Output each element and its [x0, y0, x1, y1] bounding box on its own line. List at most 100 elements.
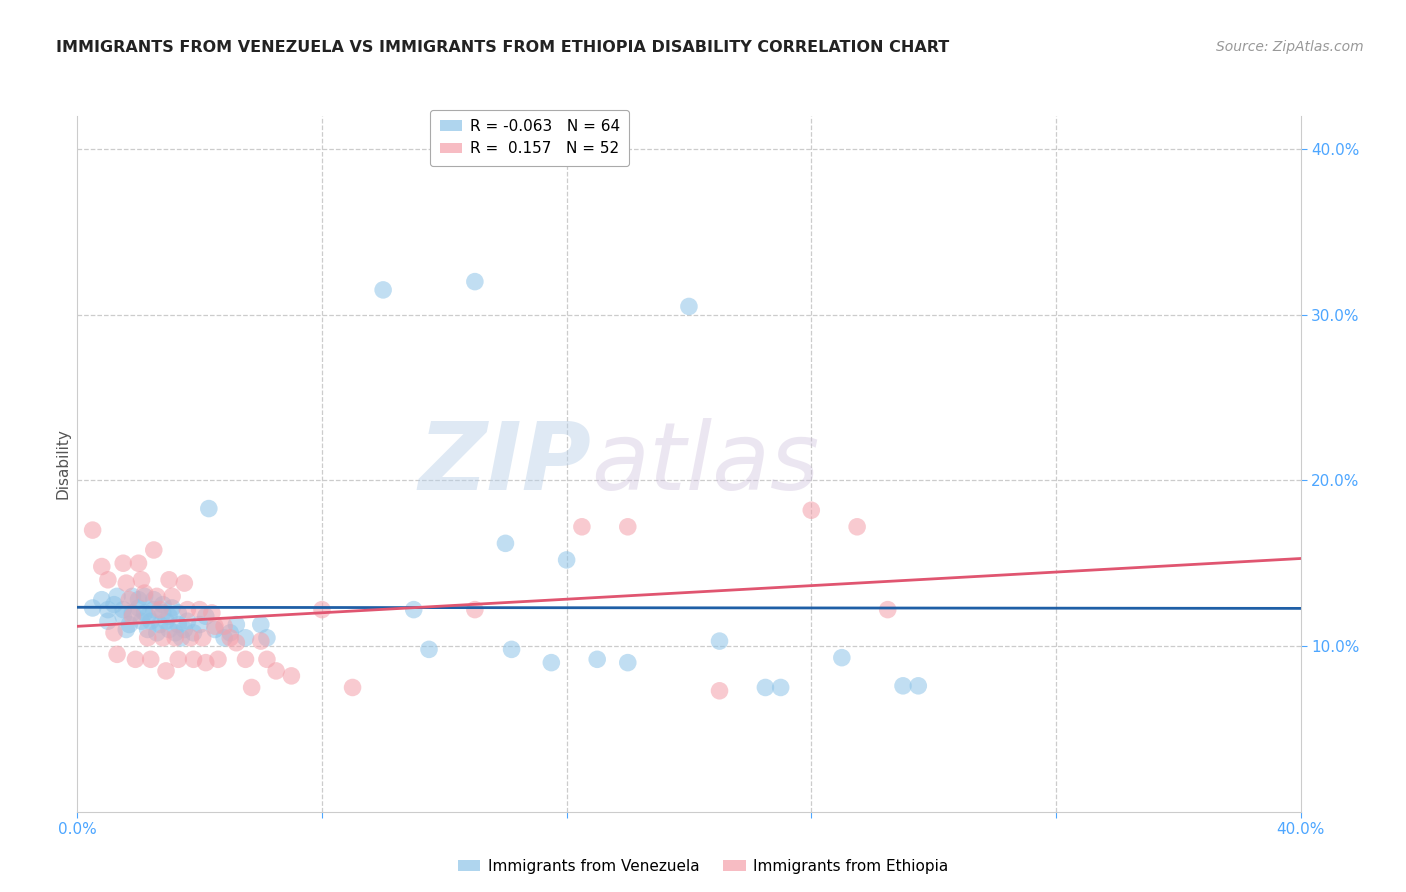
Point [194, 656, 217, 670]
Point [176, 602, 198, 616]
Point [183, 652, 205, 666]
Point [235, 652, 257, 666]
Point [709, 683, 731, 698]
Point [371, 283, 394, 297]
Point [160, 601, 183, 615]
Point [97, 573, 120, 587]
Point [136, 609, 159, 624]
Point [204, 619, 226, 633]
Point [555, 553, 578, 567]
Point [124, 652, 146, 666]
Point [82, 601, 104, 615]
Point [121, 590, 143, 604]
Point [131, 614, 153, 628]
Point [105, 590, 128, 604]
Point [134, 590, 156, 604]
Point [250, 617, 273, 632]
Point [136, 631, 159, 645]
Point [167, 606, 190, 620]
Point [103, 625, 125, 640]
Point [142, 543, 165, 558]
Point [907, 679, 929, 693]
Point [342, 681, 364, 695]
Text: ZIP: ZIP [418, 417, 591, 510]
Point [264, 664, 287, 678]
Point [128, 592, 150, 607]
Point [219, 631, 242, 645]
Point [280, 669, 302, 683]
Point [891, 679, 914, 693]
Point [225, 617, 247, 632]
Point [495, 536, 517, 550]
Point [846, 520, 869, 534]
Point [800, 503, 823, 517]
Point [198, 501, 221, 516]
Point [179, 631, 201, 645]
Point [97, 602, 120, 616]
Point [188, 602, 211, 616]
Y-axis label: Disability: Disability [55, 428, 70, 500]
Point [103, 598, 125, 612]
Point [128, 601, 150, 615]
Point [115, 623, 138, 637]
Point [152, 598, 174, 612]
Point [617, 656, 640, 670]
Point [402, 602, 425, 616]
Point [212, 631, 235, 645]
Point [157, 609, 180, 624]
Point [152, 606, 174, 620]
Point [754, 681, 776, 695]
Point [194, 609, 217, 624]
Point [183, 625, 205, 640]
Point [191, 631, 214, 645]
Point [152, 631, 174, 645]
Legend: Immigrants from Venezuela, Immigrants from Ethiopia: Immigrants from Venezuela, Immigrants fr… [451, 853, 955, 880]
Legend: R = -0.063   N = 64, R =  0.157   N = 52: R = -0.063 N = 64, R = 0.157 N = 52 [430, 110, 630, 166]
Point [142, 602, 165, 616]
Point [82, 523, 104, 537]
Point [250, 634, 273, 648]
Point [464, 602, 486, 616]
Point [831, 650, 853, 665]
Point [240, 681, 263, 695]
Point [97, 614, 120, 628]
Point [165, 625, 187, 640]
Point [176, 614, 198, 628]
Point [256, 652, 278, 666]
Point [586, 652, 609, 666]
Point [146, 590, 169, 604]
Point [207, 652, 229, 666]
Point [709, 634, 731, 648]
Text: Source: ZipAtlas.com: Source: ZipAtlas.com [1216, 40, 1364, 54]
Point [173, 576, 195, 591]
Point [204, 623, 226, 637]
Point [134, 586, 156, 600]
Point [121, 606, 143, 620]
Point [256, 631, 278, 645]
Point [134, 606, 156, 620]
Point [115, 576, 138, 591]
Point [201, 606, 224, 620]
Point [235, 631, 257, 645]
Point [149, 602, 172, 616]
Point [188, 617, 211, 632]
Point [617, 520, 640, 534]
Point [155, 614, 177, 628]
Point [131, 573, 153, 587]
Point [225, 636, 247, 650]
Point [678, 300, 700, 314]
Point [157, 573, 180, 587]
Point [146, 625, 169, 640]
Point [464, 275, 486, 289]
Point [170, 631, 193, 645]
Point [769, 681, 792, 695]
Point [418, 642, 440, 657]
Point [167, 652, 190, 666]
Point [139, 652, 162, 666]
Point [139, 614, 162, 628]
Point [167, 617, 190, 632]
Text: IMMIGRANTS FROM VENEZUELA VS IMMIGRANTS FROM ETHIOPIA DISABILITY CORRELATION CHA: IMMIGRANTS FROM VENEZUELA VS IMMIGRANTS … [56, 40, 949, 55]
Point [121, 609, 143, 624]
Point [219, 625, 242, 640]
Point [165, 631, 187, 645]
